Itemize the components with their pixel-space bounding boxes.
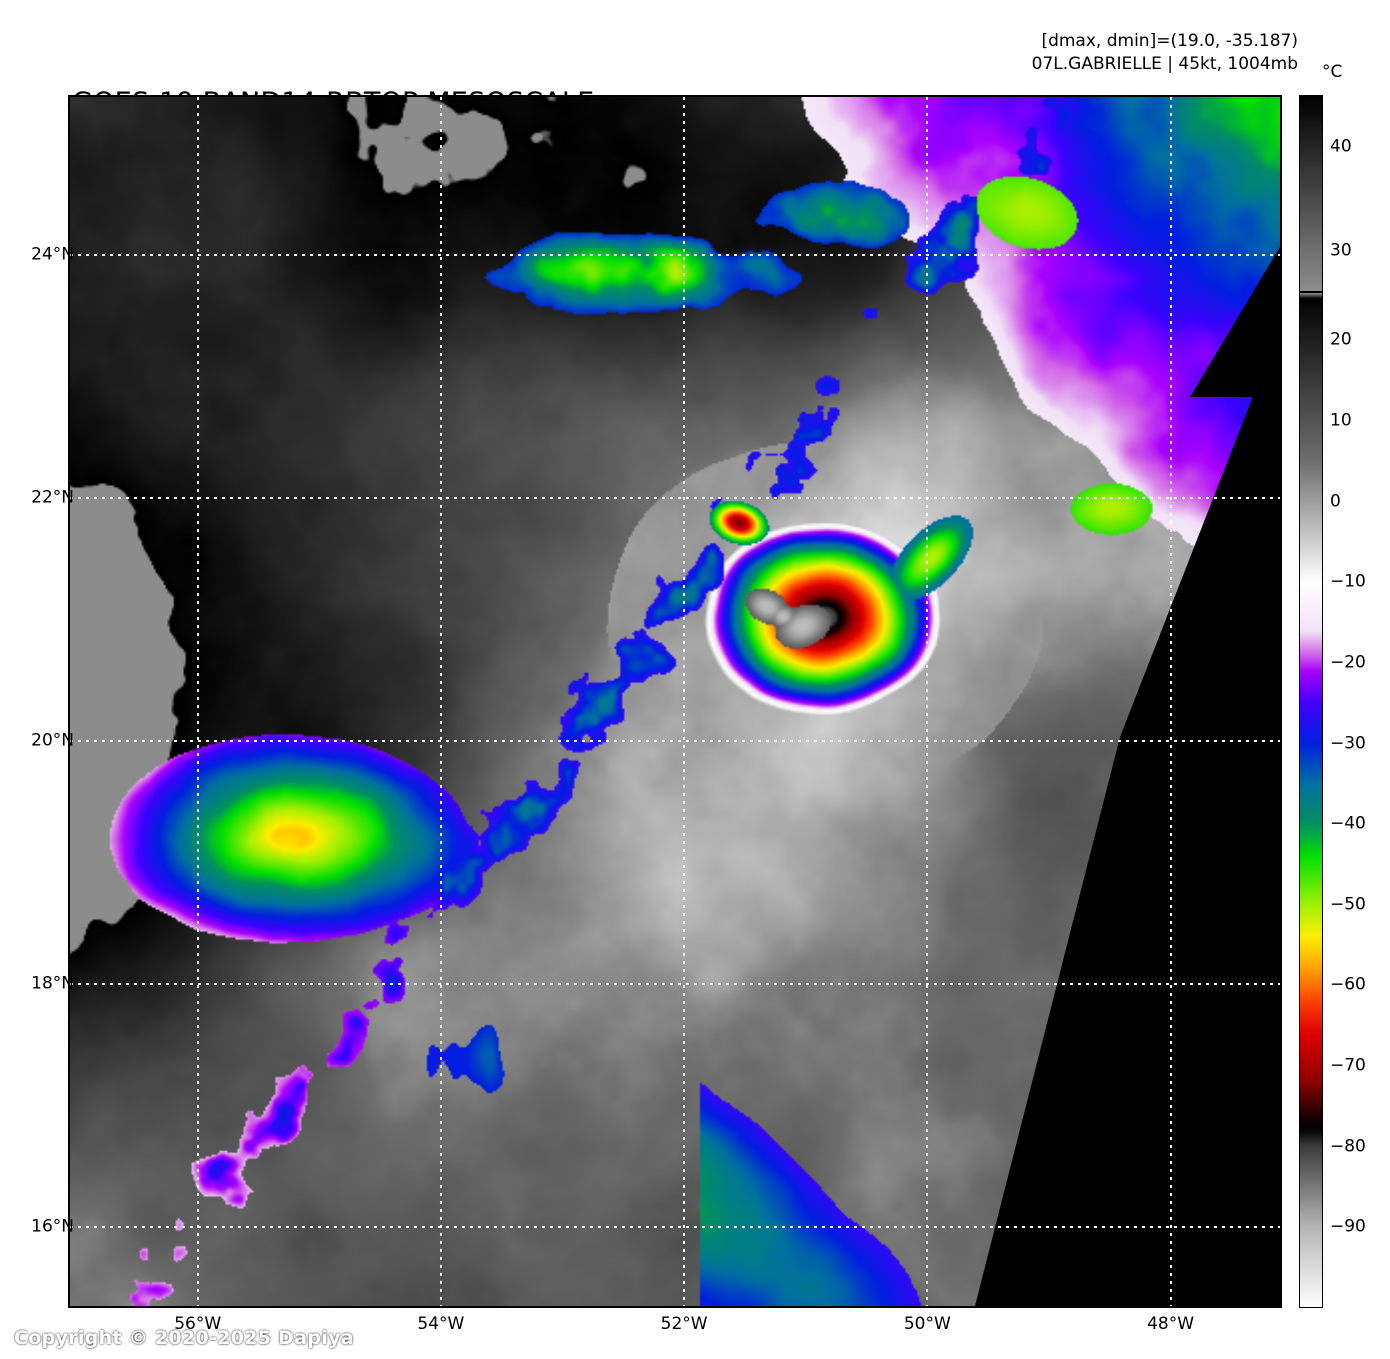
xtick-50: 50°W bbox=[903, 1314, 951, 1334]
colorbar-unit-label: °C bbox=[1322, 62, 1343, 82]
satellite-image-plot[interactable] bbox=[68, 95, 1282, 1308]
ytick-24: 24°N bbox=[31, 244, 74, 265]
colorbar-tick-40: 40 bbox=[1330, 136, 1352, 157]
colorbar-tick--50: −50 bbox=[1330, 894, 1366, 915]
satellite-imagery-canvas bbox=[70, 97, 1280, 1306]
xtick-56: 56°W bbox=[174, 1314, 222, 1334]
ytick-22: 22°N bbox=[31, 487, 74, 508]
colorbar-tick-10: 10 bbox=[1330, 410, 1352, 431]
colorbar-tick--10: −10 bbox=[1330, 571, 1366, 592]
colorbar-tick--80: −80 bbox=[1330, 1136, 1366, 1157]
colorbar-tick--70: −70 bbox=[1330, 1055, 1366, 1076]
header-metadata: [dmax, dmin]=(19.0, -35.187) 07L.GABRIEL… bbox=[878, 30, 1298, 76]
storm-info-text: 07L.GABRIELLE | 45kt, 1004mb bbox=[1031, 54, 1298, 74]
ytick-20: 20°N bbox=[31, 730, 74, 751]
copyright-notice: Copyright © 2020-2025 Dapiya bbox=[14, 1327, 354, 1349]
xtick-54: 54°W bbox=[417, 1314, 465, 1334]
colorbar-tick--60: −60 bbox=[1330, 974, 1366, 995]
ytick-16: 16°N bbox=[31, 1216, 74, 1237]
colorbar-tick-20: 20 bbox=[1330, 329, 1352, 350]
colorbar-tick-0: 0 bbox=[1330, 491, 1341, 512]
plot-inner bbox=[70, 97, 1280, 1306]
xtick-48: 48°W bbox=[1147, 1314, 1195, 1334]
dmax-dmin-text: [dmax, dmin]=(19.0, -35.187) bbox=[1041, 31, 1298, 51]
xtick-52: 52°W bbox=[660, 1314, 708, 1334]
colorbar-tick--40: −40 bbox=[1330, 813, 1366, 834]
colorbar-warm-segment bbox=[1299, 95, 1323, 292]
colorbar-tick--30: −30 bbox=[1330, 733, 1366, 754]
colorbar-tick--90: −90 bbox=[1330, 1216, 1366, 1237]
ytick-18: 18°N bbox=[31, 973, 74, 994]
colorbar-tick--20: −20 bbox=[1330, 652, 1366, 673]
colorbar[interactable] bbox=[1299, 95, 1323, 1308]
colorbar-main-segment bbox=[1299, 292, 1323, 1308]
colorbar-tick-30: 30 bbox=[1330, 240, 1352, 261]
